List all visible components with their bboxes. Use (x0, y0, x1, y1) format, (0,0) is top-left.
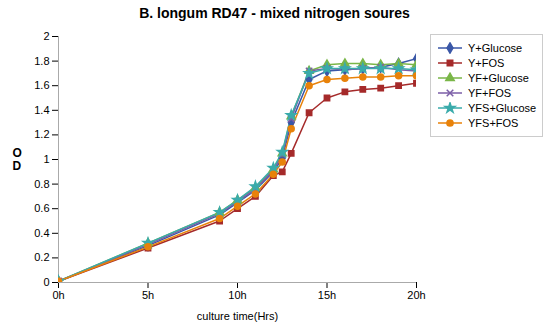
svg-text:0.8: 0.8 (34, 178, 49, 190)
svg-text:0h: 0h (52, 289, 64, 301)
svg-text:culture time(Hrs): culture time(Hrs) (197, 310, 278, 322)
svg-text:10h: 10h (228, 289, 246, 301)
svg-text:0.4: 0.4 (34, 227, 49, 239)
svg-text:1.8: 1.8 (34, 55, 49, 67)
svg-text:0.2: 0.2 (34, 251, 49, 263)
html-text:YF+Glucose: YF+Glucose (468, 72, 529, 84)
html-text:YF+FOS: YF+FOS (468, 87, 512, 99)
html-text:YFS+FOS: YFS+FOS (468, 117, 519, 129)
svg-text:5h: 5h (142, 289, 154, 301)
svg-text:0.6: 0.6 (34, 202, 49, 214)
html-text:YFS+Glucose: YFS+Glucose (468, 102, 537, 114)
svg-text:20h: 20h (407, 289, 425, 301)
html-text:Y+Glucose: Y+Glucose (468, 42, 523, 54)
svg-text:1.2: 1.2 (34, 128, 49, 140)
svg-text:2: 2 (43, 30, 49, 42)
svg-text:1.6: 1.6 (34, 79, 49, 91)
svg-text:1.4: 1.4 (34, 104, 49, 116)
svg-text:1: 1 (43, 153, 49, 165)
html-text:Y+FOS: Y+FOS (468, 57, 505, 69)
svg-text:0: 0 (43, 276, 49, 288)
html-text:B. longum RD47 - mixed nitroge: B. longum RD47 - mixed nitrogen soures (139, 5, 410, 21)
svg-text:15h: 15h (318, 289, 336, 301)
svg-text:OD: OD (13, 146, 22, 173)
